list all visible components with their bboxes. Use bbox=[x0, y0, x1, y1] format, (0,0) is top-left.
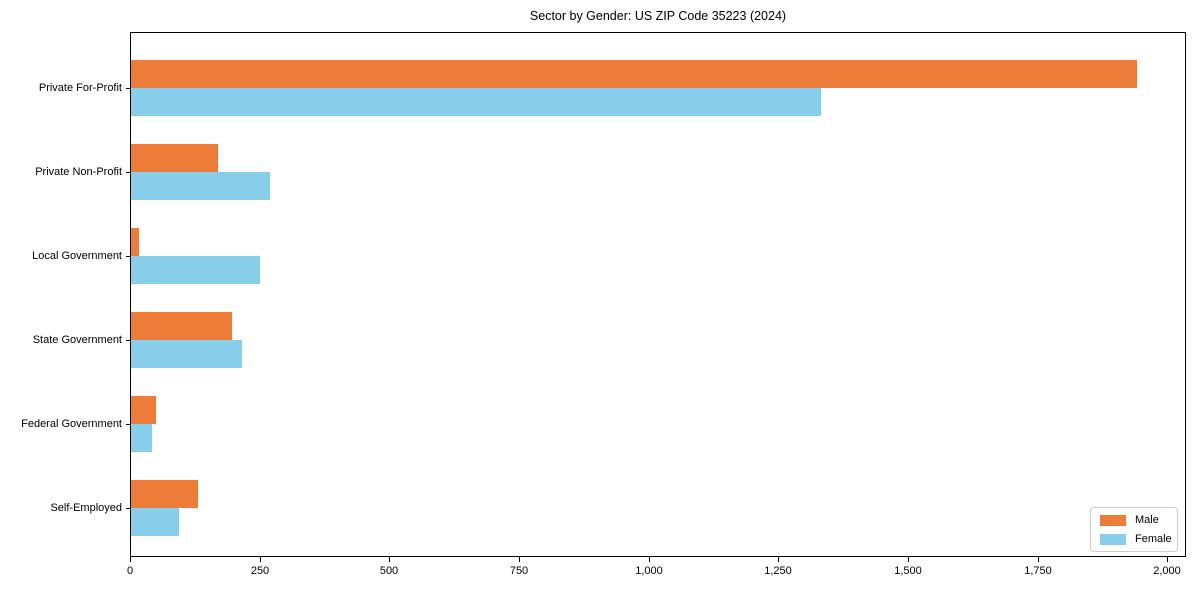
legend-swatch-female bbox=[1100, 533, 1126, 545]
bar-male-4 bbox=[131, 312, 232, 341]
y-tick-mark bbox=[126, 424, 130, 425]
x-tick-mark bbox=[1038, 557, 1039, 562]
bar-male-6 bbox=[131, 480, 198, 509]
legend-label: Male bbox=[1135, 514, 1159, 526]
legend-label: Female bbox=[1135, 533, 1172, 545]
bar-male-2 bbox=[131, 144, 218, 173]
x-tick-label: 1,000 bbox=[635, 565, 663, 577]
y-tick-label: Private For-Profit bbox=[38, 82, 122, 94]
plot-area bbox=[130, 32, 1186, 557]
x-tick-label: 0 bbox=[126, 565, 134, 577]
y-tick-label: Local Government bbox=[32, 250, 122, 262]
x-tick-label: 250 bbox=[250, 565, 270, 577]
bar-female-6 bbox=[131, 508, 179, 537]
y-tick-mark bbox=[126, 340, 130, 341]
x-tick-label: 2,000 bbox=[1153, 565, 1181, 577]
x-tick-mark bbox=[389, 557, 390, 562]
bar-female-4 bbox=[131, 340, 242, 369]
bar-male-5 bbox=[131, 396, 156, 425]
legend: Male Female bbox=[1090, 507, 1178, 552]
y-tick-label: Self-Employed bbox=[50, 502, 122, 514]
bar-female-2 bbox=[131, 172, 270, 201]
bar-male-3 bbox=[131, 228, 139, 257]
legend-swatch-male bbox=[1100, 514, 1126, 526]
x-tick-label: 1,250 bbox=[764, 565, 792, 577]
x-tick-label: 500 bbox=[379, 565, 399, 577]
y-tick-mark bbox=[126, 508, 130, 509]
x-tick-mark bbox=[260, 557, 261, 562]
y-tick-label: State Government bbox=[32, 334, 122, 346]
x-tick-mark bbox=[908, 557, 909, 562]
bar-female-1 bbox=[131, 88, 821, 117]
x-tick-mark bbox=[778, 557, 779, 562]
x-tick-mark bbox=[519, 557, 520, 562]
legend-item-male: Male bbox=[1100, 514, 1169, 526]
x-tick-mark bbox=[649, 557, 650, 562]
x-tick-label: 1,500 bbox=[894, 565, 922, 577]
chart-title: Sector by Gender: US ZIP Code 35223 (202… bbox=[529, 9, 787, 23]
y-tick-mark bbox=[126, 256, 130, 257]
bar-male-1 bbox=[131, 60, 1137, 89]
y-tick-mark bbox=[126, 88, 130, 89]
x-tick-label: 1,750 bbox=[1024, 565, 1052, 577]
legend-item-female: Female bbox=[1100, 533, 1172, 545]
y-tick-label: Private Non-Profit bbox=[35, 166, 122, 178]
bar-female-5 bbox=[131, 424, 152, 453]
y-tick-mark bbox=[126, 172, 130, 173]
y-tick-label: Federal Government bbox=[21, 418, 122, 430]
x-tick-mark bbox=[1167, 557, 1168, 562]
x-tick-mark bbox=[130, 557, 131, 562]
x-tick-label: 750 bbox=[509, 565, 529, 577]
bar-female-3 bbox=[131, 256, 260, 285]
